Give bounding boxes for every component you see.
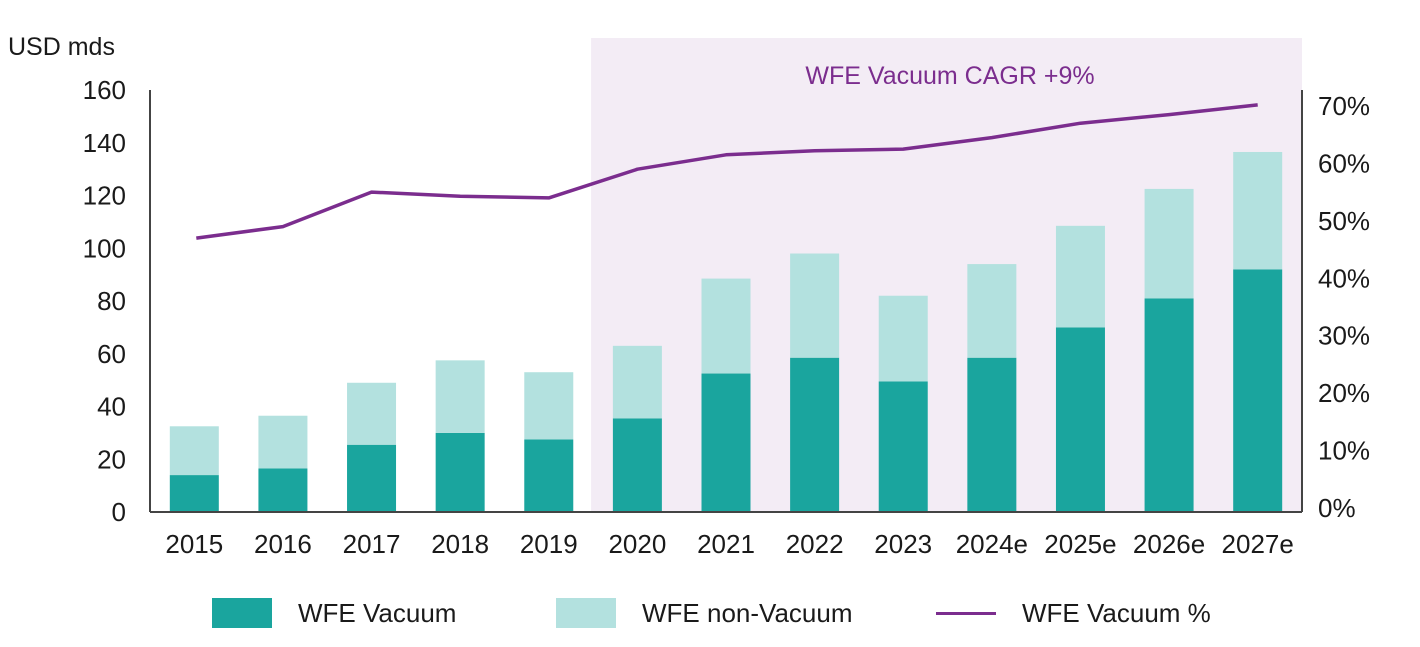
- left-tick-label: 120: [83, 181, 126, 211]
- x-tick-label: 2025e: [1044, 529, 1116, 559]
- right-tick-label: 50%: [1318, 206, 1370, 236]
- bar-wfe-vacuum: [524, 439, 574, 512]
- shaded-region: [591, 38, 1302, 512]
- x-tick-label: 2020: [608, 529, 666, 559]
- legend-item-vacuum: WFE Vacuum: [212, 596, 456, 630]
- bar-wfe-non-vacuum: [1233, 151, 1283, 270]
- legend-swatch-non-vacuum: [556, 598, 616, 628]
- left-tick-label: 100: [83, 233, 126, 263]
- bar-wfe-non-vacuum: [790, 253, 840, 358]
- right-tick-label: 40%: [1318, 263, 1370, 293]
- bar-wfe-non-vacuum: [878, 295, 928, 382]
- left-tick-label: 40: [97, 392, 126, 422]
- x-tick-label: 2022: [786, 529, 844, 559]
- left-tick-label: 0: [112, 497, 126, 527]
- bar-wfe-non-vacuum: [524, 372, 574, 440]
- bar-wfe-non-vacuum: [1144, 188, 1194, 299]
- left-tick-label: 140: [83, 128, 126, 158]
- bar-wfe-vacuum: [435, 432, 485, 512]
- legend-item-vacuum-pct: WFE Vacuum %: [936, 596, 1211, 630]
- left-axis-ticks: 0 20 40 60 80 100 120 140 160: [83, 75, 126, 527]
- bar-wfe-vacuum: [1055, 327, 1105, 512]
- x-tick-label: 2026e: [1133, 529, 1205, 559]
- left-tick-label: 60: [97, 339, 126, 369]
- x-tick-label: 2019: [520, 529, 578, 559]
- legend-label-vacuum: WFE Vacuum: [298, 597, 457, 628]
- bars: [169, 151, 1283, 512]
- right-tick-label: 60%: [1318, 148, 1370, 178]
- legend-swatch-vacuum: [212, 598, 272, 628]
- bar-wfe-vacuum: [878, 381, 928, 512]
- bar-wfe-vacuum: [612, 418, 662, 512]
- bar-wfe-non-vacuum: [347, 382, 397, 445]
- bar-wfe-non-vacuum: [967, 264, 1017, 358]
- bar-wfe-non-vacuum: [435, 360, 485, 433]
- legend-label-vacuum-pct: WFE Vacuum %: [1022, 597, 1211, 628]
- bar-wfe-non-vacuum: [612, 345, 662, 419]
- bar-wfe-vacuum: [1233, 269, 1283, 512]
- x-tick-label: 2018: [431, 529, 489, 559]
- right-tick-label: 10%: [1318, 436, 1370, 466]
- legend-label-non-vacuum: WFE non-Vacuum: [642, 597, 853, 628]
- left-tick-label: 80: [97, 286, 126, 316]
- bar-wfe-vacuum: [967, 357, 1017, 512]
- x-tick-label: 2023: [874, 529, 932, 559]
- y-axis-title: USD mds: [8, 33, 115, 61]
- x-tick-label: 2016: [254, 529, 312, 559]
- x-tick-label: 2024e: [956, 529, 1028, 559]
- x-tick-label: 2027e: [1222, 529, 1294, 559]
- bar-wfe-vacuum: [790, 357, 840, 512]
- bar-wfe-non-vacuum: [1055, 225, 1105, 328]
- right-tick-label: 70%: [1318, 91, 1370, 121]
- bar-wfe-vacuum: [258, 468, 308, 512]
- bar-wfe-non-vacuum: [169, 426, 219, 476]
- bar-wfe-non-vacuum: [701, 278, 751, 374]
- x-tick-label: 2015: [165, 529, 223, 559]
- bar-wfe-non-vacuum: [258, 415, 308, 469]
- bar-wfe-vacuum: [347, 444, 397, 512]
- legend: WFE Vacuum WFE non-Vacuum WFE Vacuum %: [0, 596, 1420, 630]
- left-tick-label: 20: [97, 444, 126, 474]
- x-tick-label: 2021: [697, 529, 755, 559]
- bar-wfe-vacuum: [169, 475, 219, 512]
- legend-item-non-vacuum: WFE non-Vacuum: [556, 596, 852, 630]
- series-line-vacuum-pct: [196, 103, 1258, 240]
- bar-wfe-vacuum: [701, 373, 751, 512]
- left-tick-label: 160: [83, 75, 126, 105]
- x-axis-ticks: 2015 2016 2017 2018 2019 2020 2021 2022 2023 2024…: [165, 529, 1293, 559]
- x-tick-label: 2017: [343, 529, 401, 559]
- right-axis-ticks: 0% 10% 20% 30% 40% 50% 60% 70%: [1318, 91, 1370, 523]
- right-tick-label: 20%: [1318, 378, 1370, 408]
- annotation-label: WFE Vacuum CAGR +9%: [805, 62, 1094, 90]
- right-tick-label: 30%: [1318, 321, 1370, 351]
- right-tick-label: 0%: [1318, 493, 1356, 523]
- bar-wfe-vacuum: [1144, 298, 1194, 512]
- chart: WFE Vacuum CAGR +9% USD mds 0 20 40 60 80 100…: [8, 33, 1370, 559]
- legend-swatch-vacuum-pct: [936, 611, 996, 615]
